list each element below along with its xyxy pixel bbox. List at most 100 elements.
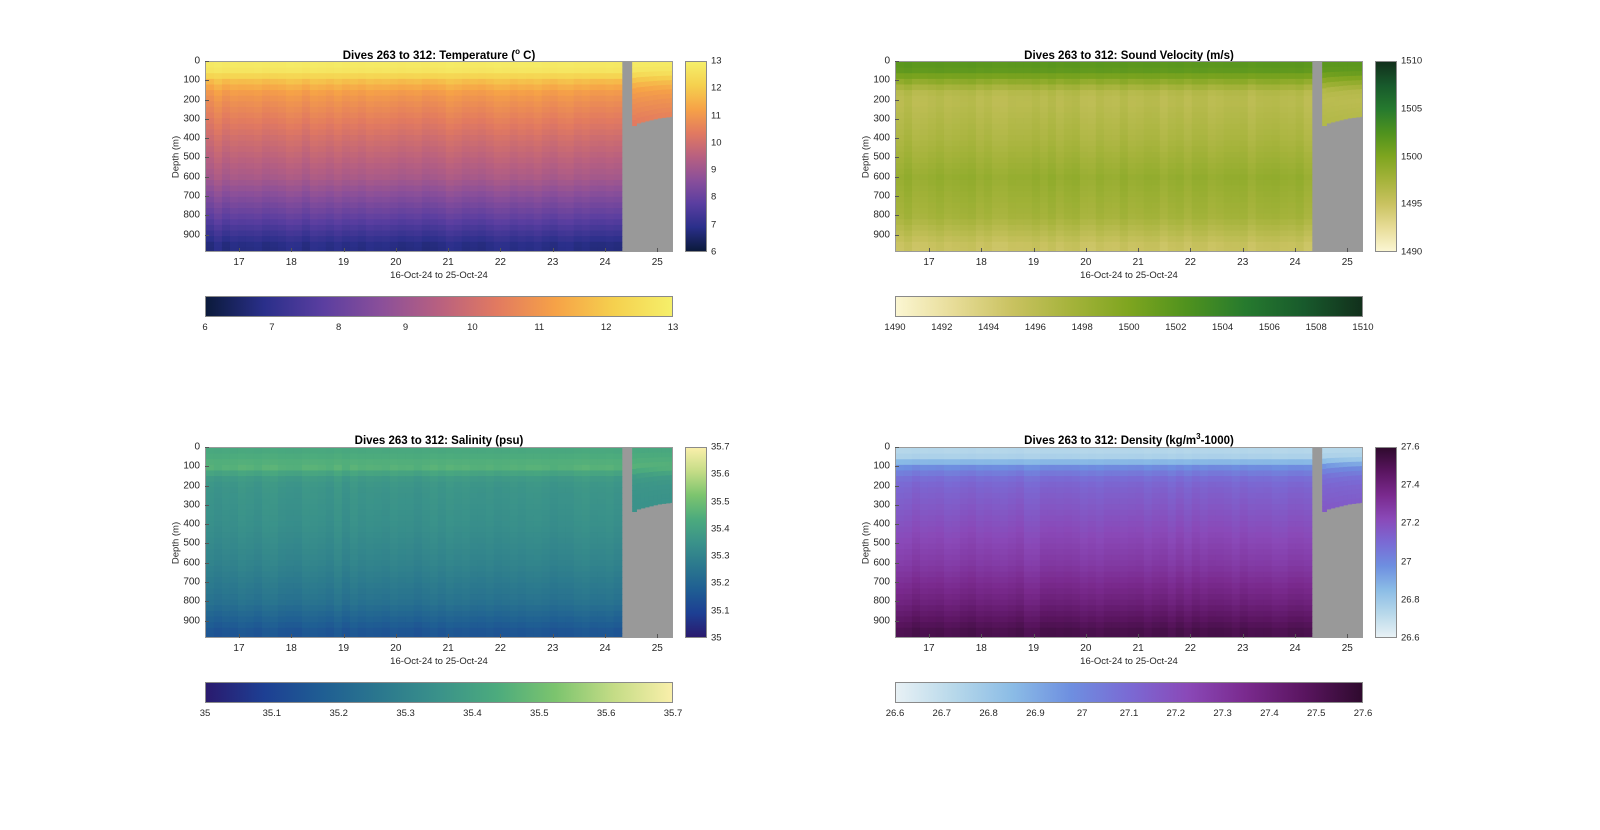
colorbar-tick-label: 1508 [1305,322,1327,333]
heatmap-cell [517,146,527,153]
heatmap-cell [365,616,375,623]
heatmap-cell [357,476,367,483]
heatmap-cell [389,537,399,545]
heatmap-cell [1119,112,1129,119]
heatmap-cell [413,560,423,567]
heatmap-cell [1231,224,1241,232]
heatmap-cell [1263,179,1273,187]
heatmap-cell [1071,62,1081,69]
heatmap-cell [657,99,663,105]
heatmap-cell [605,196,615,204]
heatmap-cell [405,532,415,539]
heatmap-cell [1023,174,1033,181]
heatmap-cell [381,532,391,539]
heatmap-cell [533,157,543,164]
heatmap-cell [1103,106,1113,114]
heatmap-cell [903,202,913,209]
heatmap-cell [317,610,327,618]
heatmap-cell [1087,241,1097,248]
heatmap-cell [967,179,977,187]
heatmap-cell [253,123,263,131]
heatmap-cell [1167,146,1177,153]
heatmap-cell [1103,247,1113,251]
heatmap-cell [533,123,543,131]
heatmap-cell [317,459,327,466]
heatmap-cell [413,498,423,505]
heatmap-cell [983,185,993,192]
heatmap-cell [1047,135,1057,142]
heatmap-cell [1183,219,1193,226]
heatmap-cell [261,78,271,86]
colorbar-tick-label: 1498 [1071,322,1093,333]
heatmap-cell [405,571,415,578]
heatmap-cell [1231,140,1241,147]
heatmap-cell [349,196,359,204]
y-tick-label: 900 [873,229,890,241]
heatmap-cell [325,236,335,243]
heatmap-cell [373,101,383,108]
heatmap-cell [309,582,319,590]
heatmap-cell [1023,202,1033,209]
heatmap-cell [285,118,295,125]
heatmap-cell [1151,90,1161,97]
heatmap-cell [397,492,407,500]
heatmap-cell [1015,84,1025,91]
heatmap-cell [413,453,423,460]
heatmap-cell [1119,202,1129,209]
heatmap-cell [365,185,375,192]
heatmap-cell [1279,112,1289,119]
heatmap-cell [1223,62,1233,69]
heatmap-cell [1119,106,1129,114]
heatmap-cell [317,146,327,153]
heatmap-cell [245,106,255,114]
heatmap-cell [405,565,415,573]
heatmap-cell [1247,151,1257,159]
heatmap-cell [1191,219,1201,226]
heatmap-cell [1303,101,1313,108]
heatmap-cell [405,191,415,198]
heatmap-cell [533,224,543,232]
x-axis-label: 16-Oct-24 to 25-Oct-24 [390,270,488,281]
heatmap-cell [453,213,463,220]
heatmap-cell [1239,213,1249,220]
heatmap-cell [541,146,551,153]
heatmap-cell [277,90,287,97]
heatmap-cell [1167,118,1177,125]
heatmap-cell [461,140,471,147]
heatmap-cell [213,521,223,528]
heatmap-cell [557,78,567,86]
heatmap-cell [293,476,303,483]
heatmap-cell [381,95,391,102]
heatmap-cell [665,84,671,90]
heatmap-cell [453,622,463,629]
heatmap-cell [261,571,271,578]
heatmap-cell [509,219,519,226]
heatmap-cell [1191,196,1201,204]
heatmap-cell [919,247,929,251]
colorbar-tick-label: 1494 [978,322,1000,333]
heatmap-cell [261,521,271,528]
heatmap-cell [397,560,407,567]
heatmap-cell [1127,157,1137,164]
heatmap-cell [245,605,255,612]
heatmap-cell [485,67,495,74]
heatmap-cell [1071,106,1081,114]
heatmap-cell [1239,208,1249,215]
heatmap-cell [253,627,263,634]
heatmap-cell [229,208,239,215]
heatmap-cell [1127,129,1137,136]
heatmap-cell [309,230,319,237]
heatmap-cell [485,84,495,91]
heatmap-cell [1015,163,1025,170]
heatmap-cell [206,543,215,550]
heatmap-cell [245,90,255,97]
heatmap-cell [1191,179,1201,187]
heatmap-cell [1287,191,1297,198]
heatmap-cell [597,135,607,142]
heatmap-cell [229,554,239,561]
heatmap-cell [333,565,343,573]
heatmap-cell [221,174,231,181]
heatmap-cell [405,453,415,460]
heatmap-cell [1343,99,1348,106]
heatmap-cell [1271,213,1281,220]
